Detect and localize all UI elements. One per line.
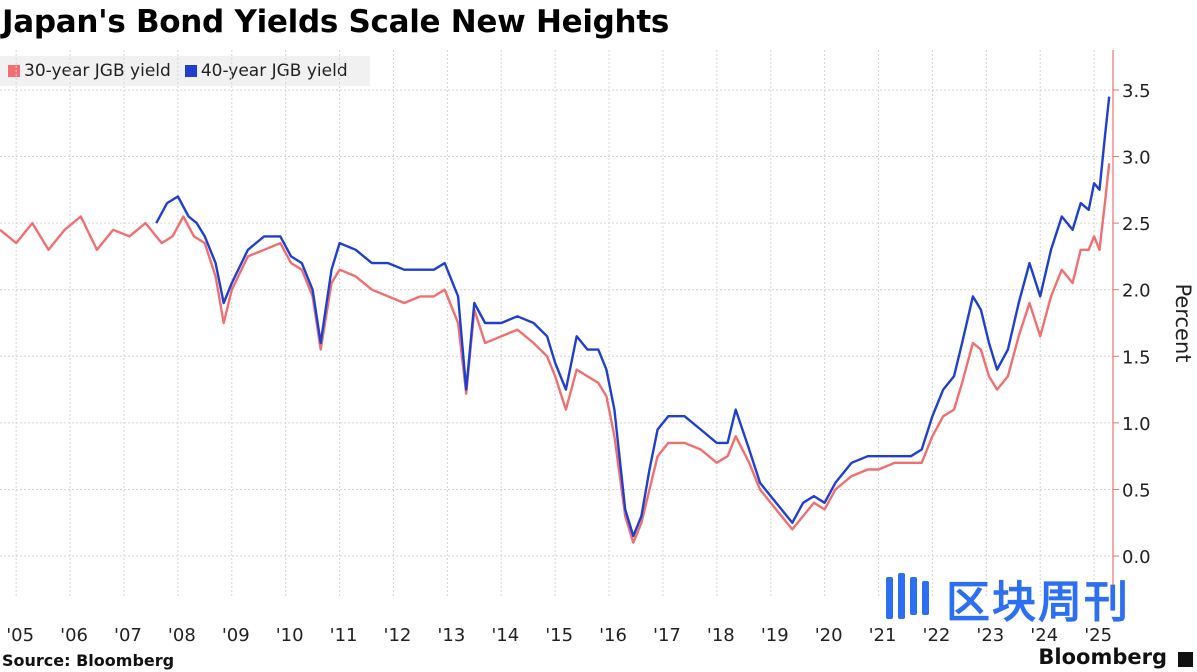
x-tick-label: '08 [168,625,196,646]
x-tick-label: '07 [114,625,142,646]
x-tick-label: '10 [276,625,304,646]
x-tick-label: '13 [437,625,465,646]
series-line-30y [0,163,1111,544]
x-tick-label: '12 [384,625,412,646]
y-tick-label: 1.0 [1122,414,1151,435]
watermark-logo-icon [880,571,934,625]
x-tick-label: '18 [707,625,735,646]
x-tick-label: '09 [222,625,250,646]
y-tick-label: 2.5 [1122,214,1151,235]
watermark: 区块周刊 [880,566,1130,630]
legend-swatch-40y [184,65,197,77]
legend-item-40y: 40-year JGB yield [184,61,348,81]
y-tick-label: 0.0 [1122,547,1151,568]
y-tick-label: 0.5 [1122,480,1151,501]
chart-title: Japan's Bond Yields Scale New Heights [2,4,669,40]
watermark-text: 区块周刊 [946,577,1130,628]
y-tick-label: 3.0 [1122,148,1151,169]
brand-mark-icon [1178,652,1193,667]
x-tick-label: '20 [815,625,843,646]
x-tick-label: '17 [653,625,681,646]
y-tick-label: 3.5 [1122,81,1151,102]
x-tick-label: '22 [923,625,951,646]
legend-label-40y: 40-year JGB yield [200,61,348,81]
legend-item-30y: 30-year JGB yield [8,61,171,81]
x-tick-label: '23 [976,625,1004,646]
legend-label-30y: 30-year JGB yield [24,61,171,81]
x-tick-label: '11 [330,625,358,646]
y-tick-label: 1.5 [1122,347,1151,368]
legend-swatch-30y [8,65,20,77]
x-tick-label: '14 [491,625,519,646]
y-axis-label: Percent [1171,283,1195,362]
series-line-40y [155,96,1111,538]
brand-logo: Bloomberg [1038,645,1167,669]
x-tick-label: '16 [599,625,627,646]
x-tick-label: '19 [761,625,789,646]
x-tick-label: '24 [1030,625,1058,646]
x-tick-label: '25 [1084,625,1112,646]
x-tick-label: '05 [6,625,34,646]
legend: 30-year JGB yield 40-year JGB yield [0,56,370,86]
source-note: Source: Bloomberg [2,651,175,670]
x-tick-label: '15 [545,625,573,646]
y-tick-label: 2.0 [1122,281,1151,302]
x-tick-label: '06 [60,625,88,646]
x-tick-label: '21 [869,625,897,646]
